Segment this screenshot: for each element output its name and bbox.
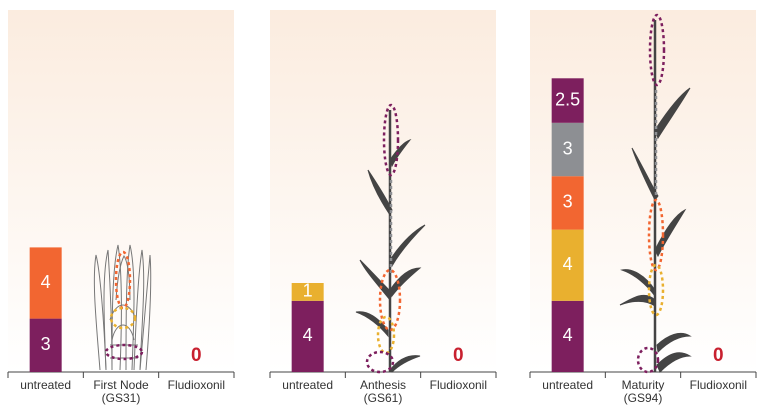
category-label: Fludioxonil [679, 379, 757, 392]
segment-label: 2.5 [555, 89, 580, 109]
segment-label: 4 [303, 325, 313, 345]
category-label: untreated [269, 379, 347, 392]
zero-label: 0 [713, 345, 724, 366]
segment-label: 4 [41, 272, 51, 292]
category-label: untreated [529, 379, 607, 392]
zero-label: 0 [191, 345, 202, 366]
category-label: First Node (GS31) [82, 379, 160, 405]
category-label: Anthesis (GS61) [344, 379, 422, 405]
category-label: Fludioxonil [419, 379, 497, 392]
segment-label: 3 [563, 192, 573, 212]
segment-label: 3 [41, 334, 51, 354]
segment-label: 4 [563, 254, 573, 274]
segment-label: 1 [303, 281, 313, 301]
segment-label: 3 [563, 138, 573, 158]
category-label: untreated [7, 379, 85, 392]
chart-page: 34041044332.50 untreatedFirst Node (GS31… [0, 0, 758, 414]
category-label: Maturity (GS94) [604, 379, 682, 405]
category-label: Fludioxonil [157, 379, 235, 392]
zero-label: 0 [453, 345, 464, 366]
chart: 3 4 0 4 1 0 4 4 3 3 2.5 0 [0, 0, 758, 414]
segment-label: 4 [563, 325, 573, 345]
